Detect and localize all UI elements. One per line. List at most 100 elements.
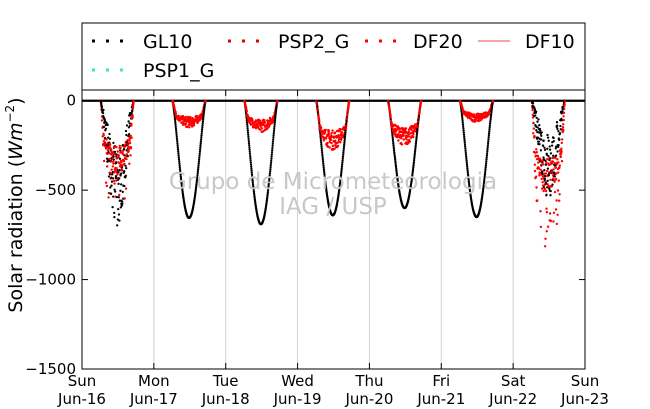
gl10-point: [463, 137, 466, 140]
x-tick-label-day: Wed: [281, 372, 314, 390]
df20-point: [546, 157, 549, 161]
gl10-point: [112, 158, 115, 161]
df20-point: [346, 112, 349, 116]
gl10-point: [560, 119, 563, 122]
gl10-point: [122, 148, 126, 151]
df20-point: [347, 105, 350, 109]
gl10-point: [394, 160, 397, 163]
watermark-line-1: Grupo de Micrometeorologia: [169, 169, 497, 195]
gl10-point: [464, 153, 468, 157]
df20-point: [536, 199, 539, 202]
gl10-point: [250, 169, 253, 172]
gl10-point: [391, 134, 394, 137]
df20-point: [324, 128, 327, 132]
gl10-point: [267, 183, 270, 187]
gl10-point: [489, 114, 493, 117]
gl10-point: [557, 130, 560, 133]
df20-point: [556, 189, 560, 192]
x-axis: SunJun-16MonJun-17TueJun-18WedJun-19ThuJ…: [57, 90, 609, 408]
df20-point: [556, 158, 559, 161]
gl10-point: [467, 178, 470, 181]
x-tick-label-date: Jun-18: [201, 390, 250, 408]
gl10-point: [548, 187, 551, 190]
df20-point: [548, 212, 552, 215]
df20-point: [553, 162, 556, 165]
legend-marker: [120, 68, 123, 72]
gl10-point: [416, 129, 419, 132]
df20-point: [326, 141, 329, 145]
df20-point: [131, 114, 134, 117]
gl10-point: [102, 115, 105, 118]
x-tick-label-day: Fri: [432, 372, 450, 390]
df20-point: [563, 107, 566, 111]
gl10-point: [542, 158, 546, 161]
x-tick-label-day: Thu: [354, 372, 383, 390]
gl10-point: [113, 188, 116, 191]
df20-point: [333, 147, 336, 150]
gl10-point: [252, 185, 255, 188]
df20-point: [550, 185, 553, 188]
df20-point: [560, 147, 563, 150]
gl10-point: [544, 175, 547, 178]
legend-marker: [379, 39, 382, 43]
gl10-point: [117, 171, 120, 174]
gl10-point: [268, 178, 271, 181]
gl10-point: [344, 129, 347, 132]
gl10-point: [274, 111, 277, 115]
gl10-point: [201, 126, 204, 129]
gl10-point: [463, 135, 466, 138]
gl10-point: [176, 146, 179, 149]
gl10-point: [339, 175, 342, 179]
gl10-point: [174, 121, 177, 125]
gl10-point: [553, 175, 556, 178]
gl10-point: [341, 161, 344, 164]
gl10-point: [462, 129, 465, 132]
gl10-point: [271, 149, 274, 152]
df20-point: [543, 245, 547, 248]
gl10-point: [180, 184, 183, 187]
gl10-point: [174, 125, 177, 129]
gl10-point: [539, 138, 543, 141]
gl10-point: [465, 163, 469, 166]
gl10-point: [251, 183, 255, 186]
plot-area: [82, 90, 585, 369]
gl10-point: [115, 161, 118, 165]
gl10-point: [174, 119, 177, 123]
legend-label: DF20: [413, 31, 463, 53]
gl10-point: [320, 142, 323, 146]
df20-point: [396, 125, 400, 128]
gl10-point: [549, 189, 552, 193]
df20-point: [339, 141, 342, 144]
legend-marker: [106, 68, 109, 72]
df20-point: [322, 136, 325, 139]
df20-point: [545, 211, 549, 214]
gl10-point: [119, 149, 122, 152]
df20-point: [105, 184, 109, 188]
df20-point: [103, 141, 107, 144]
gl10-point: [412, 162, 415, 166]
gl10-point: [342, 151, 345, 154]
gl10-point: [540, 134, 543, 137]
gl10-point: [123, 169, 126, 173]
gl10-point: [197, 164, 200, 167]
gl10-point: [544, 181, 548, 184]
gl10-point: [111, 177, 115, 180]
df20-point: [541, 181, 544, 184]
gl10-point: [531, 101, 535, 105]
gl10-point: [201, 122, 204, 125]
gl10-point: [484, 162, 488, 165]
df20-point: [541, 175, 545, 178]
df20-point: [336, 144, 340, 148]
x-tick-label-date: Jun-22: [488, 390, 537, 408]
gl10-point: [174, 123, 177, 127]
gl10-point: [392, 142, 395, 145]
df20-point: [555, 199, 558, 202]
df20-point: [532, 132, 535, 135]
df20-point: [418, 111, 421, 114]
gl10-point: [202, 116, 205, 119]
df20-point: [119, 151, 122, 154]
x-tick-label-day: Sun: [68, 372, 97, 390]
gl10-point: [125, 149, 128, 152]
df20-point: [412, 135, 415, 139]
